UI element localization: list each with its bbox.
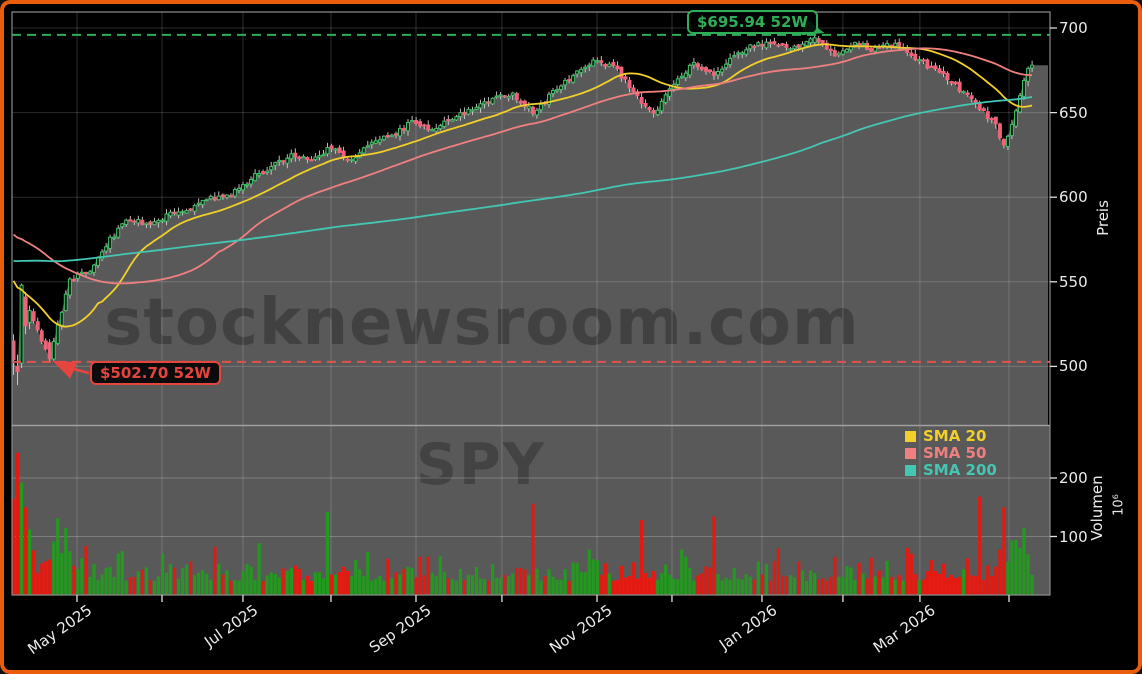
symbol-watermark: SPY <box>416 432 546 498</box>
price-area-fill <box>12 37 1048 426</box>
site-watermark: stocknewsroom.com <box>104 286 859 360</box>
volume-bars <box>11 452 1034 596</box>
sma-lines <box>12 43 1033 328</box>
gridlines <box>12 12 1050 595</box>
